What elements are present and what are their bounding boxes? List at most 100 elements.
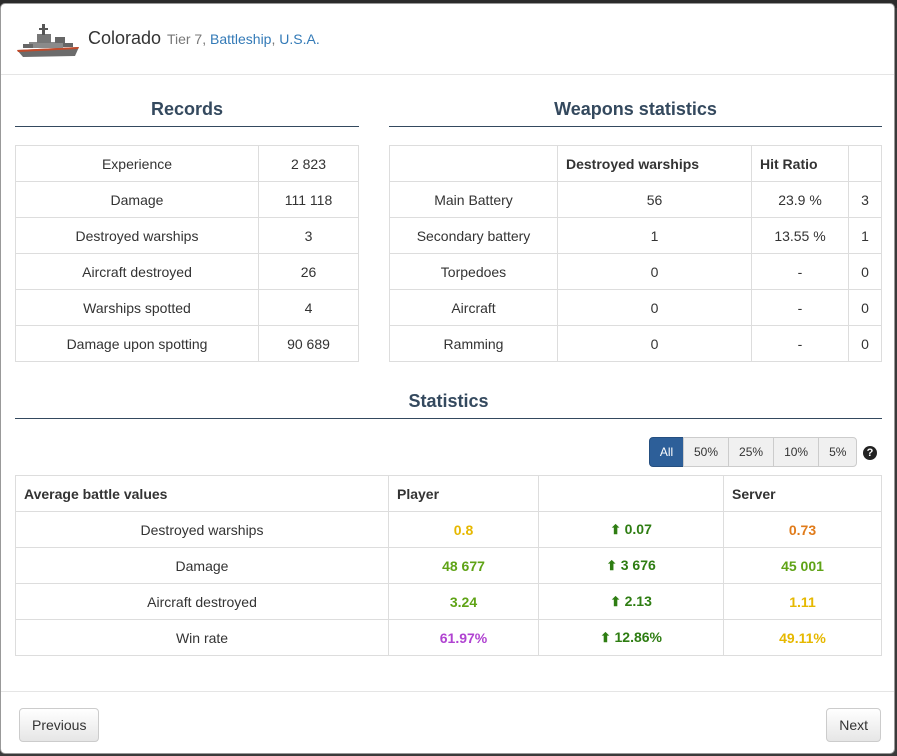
records-row: Experience 2 823: [15, 145, 359, 182]
stat-diff-cell: ⬆ 12.86%: [538, 619, 724, 656]
stat-diff-value: 12.86%: [614, 629, 662, 645]
filter-button-50pct[interactable]: 50%: [683, 437, 730, 467]
weapons-header-hit-ratio: Hit Ratio: [751, 145, 849, 182]
stat-label: Aircraft destroyed: [15, 583, 389, 620]
stats-row: Damage 48 677 ⬆ 3 676 45 001: [15, 547, 882, 584]
weapons-table: Destroyed warships Hit Ratio Main Batter…: [389, 145, 882, 362]
weapon-extra: 0: [848, 289, 882, 326]
up-arrow-icon: ⬆: [610, 522, 625, 537]
percentile-filter: All 50% 25% 10% 5%: [649, 437, 858, 467]
weapon-name: Secondary battery: [389, 217, 558, 254]
stat-player-value: 0.8: [388, 511, 539, 548]
ship-title: Colorado Tier 7, Battleship, U.S.A.: [88, 28, 320, 49]
weapons-row: Aircraft 0-0: [389, 289, 882, 326]
filter-button-5pct[interactable]: 5%: [818, 437, 858, 467]
records-row: Warships spotted 4: [15, 289, 359, 326]
record-value: 3: [258, 217, 359, 254]
weapon-name: Aircraft: [389, 289, 558, 326]
stat-server-value: 1.11: [723, 583, 882, 620]
weapon-extra: 1: [848, 217, 882, 254]
record-value: 111 118: [258, 181, 359, 218]
stat-server-value: 45 001: [723, 547, 882, 584]
modal-header: Colorado Tier 7, Battleship, U.S.A.: [1, 4, 894, 75]
weapon-destroyed: 0: [557, 253, 752, 290]
stats-row: Destroyed warships 0.8 ⬆ 0.07 0.73: [15, 511, 882, 548]
weapon-hit-ratio: -: [751, 289, 849, 326]
next-button[interactable]: Next: [826, 708, 881, 742]
record-label: Aircraft destroyed: [15, 253, 259, 290]
weapons-row: Ramming 0-0: [389, 325, 882, 362]
weapon-extra: 0: [848, 325, 882, 362]
weapon-hit-ratio: 23.9 %: [751, 181, 849, 218]
battleship-icon: [17, 24, 79, 57]
weapons-row: Torpedoes 0-0: [389, 253, 882, 290]
weapons-title: Weapons statistics: [389, 99, 882, 127]
weapon-hit-ratio: -: [751, 325, 849, 362]
record-value: 4: [258, 289, 359, 326]
previous-button[interactable]: Previous: [19, 708, 100, 742]
help-icon[interactable]: ?: [863, 446, 877, 460]
stats-row: Aircraft destroyed 3.24 ⬆ 2.13 1.11: [15, 583, 882, 620]
weapon-destroyed: 0: [557, 325, 752, 362]
record-label: Destroyed warships: [15, 217, 259, 254]
record-label: Damage: [15, 181, 259, 218]
stat-label: Damage: [15, 547, 389, 584]
weapon-destroyed: 56: [557, 181, 752, 218]
filter-button-10pct[interactable]: 10%: [773, 437, 820, 467]
stat-player-value: 48 677: [388, 547, 539, 584]
filter-button-25pct[interactable]: 25%: [728, 437, 775, 467]
record-label: Damage upon spotting: [15, 325, 259, 362]
modal-footer: Previous Next: [1, 691, 894, 753]
stat-diff-cell: ⬆ 2.13: [538, 583, 724, 620]
ship-separator: ,: [271, 31, 276, 47]
weapon-hit-ratio: 13.55 %: [751, 217, 849, 254]
stat-server-value: 49.11%: [723, 619, 882, 656]
stat-server-value: 0.73: [723, 511, 882, 548]
records-row: Destroyed warships 3: [15, 217, 359, 254]
records-table: Experience 2 823 Damage 111 118 Destroyed wa…: [15, 145, 359, 362]
ship-nation-link[interactable]: U.S.A.: [279, 31, 320, 47]
stat-diff-value: 0.07: [624, 521, 652, 537]
record-value: 90 689: [258, 325, 359, 362]
weapon-name: Ramming: [389, 325, 558, 362]
record-value: 26: [258, 253, 359, 290]
weapon-extra: 0: [848, 253, 882, 290]
weapons-header-name: [389, 145, 558, 182]
stats-header-server: Server: [723, 475, 882, 512]
up-arrow-icon: ⬆: [610, 594, 625, 609]
stat-diff-value: 2.13: [624, 593, 652, 609]
stats-header-label: Average battle values: [15, 475, 389, 512]
record-value: 2 823: [258, 145, 359, 182]
stat-diff-value: 3 676: [620, 557, 656, 573]
weapon-extra: 3: [848, 181, 882, 218]
weapon-name: Torpedoes: [389, 253, 558, 290]
stats-row: Win rate 61.97% ⬆ 12.86% 49.11%: [15, 619, 882, 656]
stat-diff-cell: ⬆ 0.07: [538, 511, 724, 548]
record-label: Experience: [15, 145, 259, 182]
records-row: Aircraft destroyed 26: [15, 253, 359, 290]
ship-details-modal: Colorado Tier 7, Battleship, U.S.A. Reco…: [0, 3, 895, 754]
up-arrow-icon: ⬆: [606, 558, 621, 573]
stat-diff-cell: ⬆ 3 676: [538, 547, 724, 584]
stat-player-value: 61.97%: [388, 619, 539, 656]
stat-player-value: 3.24: [388, 583, 539, 620]
records-title: Records: [15, 99, 359, 127]
records-row: Damage 111 118: [15, 181, 359, 218]
filter-button-all[interactable]: All: [649, 437, 684, 467]
statistics-table: Average battle values Player Server Dest…: [15, 475, 882, 656]
weapon-hit-ratio: -: [751, 253, 849, 290]
weapon-name: Main Battery: [389, 181, 558, 218]
weapons-row: Main Battery 56 23.9 % 3: [389, 181, 882, 218]
weapons-header-extra: [848, 145, 882, 182]
record-label: Warships spotted: [15, 289, 259, 326]
weapons-header-destroyed: Destroyed warships: [557, 145, 752, 182]
statistics-title: Statistics: [15, 391, 882, 419]
weapon-destroyed: 1: [557, 217, 752, 254]
stats-header-diff: [538, 475, 724, 512]
weapon-destroyed: 0: [557, 289, 752, 326]
ship-name: Colorado: [88, 28, 162, 48]
stat-label: Win rate: [15, 619, 389, 656]
records-row: Damage upon spotting 90 689: [15, 325, 359, 362]
ship-type-link[interactable]: Battleship: [209, 31, 272, 47]
stat-label: Destroyed warships: [15, 511, 389, 548]
